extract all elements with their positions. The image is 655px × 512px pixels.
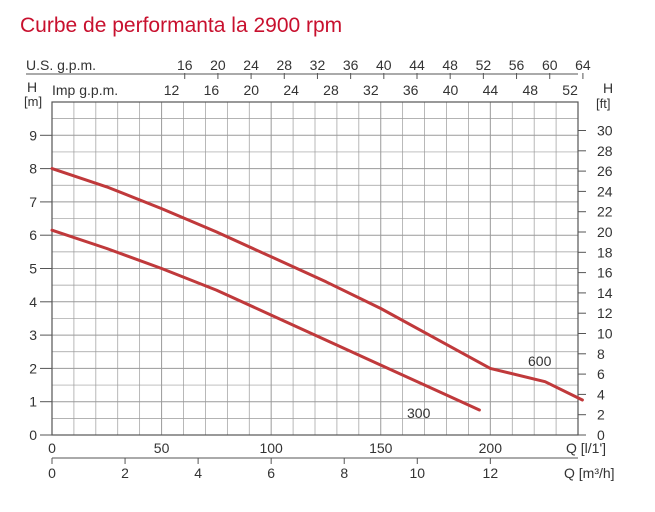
ft-tick-label: 12 [597, 305, 613, 321]
ft-tick-label: 16 [597, 265, 613, 281]
ft-tick-label: 10 [597, 326, 613, 342]
us-gpm-tick-label: 52 [476, 57, 492, 73]
us-gpm-tick-label: 16 [177, 57, 193, 73]
x-tick-label: 50 [154, 440, 170, 456]
us-gpm-tick-label: 20 [210, 57, 226, 73]
imp-gpm-label: Imp g.p.m. [52, 82, 118, 98]
m3h-tick-label: 6 [267, 465, 275, 481]
x-tick-label: 200 [479, 440, 503, 456]
imp-gpm-tick-label: 32 [363, 82, 379, 98]
y-tick-label: 7 [29, 194, 37, 210]
y-tick-label: 4 [29, 294, 37, 310]
y-tick-label: 8 [29, 161, 37, 177]
ft-tick-label: 2 [597, 407, 605, 423]
us-gpm-tick-label: 36 [343, 57, 359, 73]
ft-tick-label: 18 [597, 244, 613, 260]
m3h-tick-label: 10 [409, 465, 425, 481]
us-gpm-label: U.S. g.p.m. [26, 57, 96, 73]
m3h-tick-label: 0 [48, 465, 56, 481]
m3h-tick-label: 8 [340, 465, 348, 481]
curve-600 [50, 167, 584, 402]
y-tick-label: 9 [29, 127, 37, 143]
imp-gpm-tick-label: 40 [443, 82, 459, 98]
m3h-tick-label: 2 [121, 465, 129, 481]
x-tick-label: 150 [369, 440, 393, 456]
ft-tick-label: 28 [597, 143, 613, 159]
series-label-600: 600 [528, 353, 552, 369]
y-tick-label: 0 [29, 427, 37, 443]
us-gpm-tick-label: 64 [575, 57, 591, 73]
ft-tick-label: 22 [597, 204, 613, 220]
imp-gpm-tick-label: 48 [522, 82, 538, 98]
x-tick-label: 100 [259, 440, 283, 456]
imp-gpm-tick-label: 36 [403, 82, 419, 98]
us-gpm-tick-label: 48 [442, 57, 458, 73]
imp-gpm-tick-label: 24 [283, 82, 299, 98]
imp-gpm-tick-label: 52 [562, 82, 578, 98]
curve-300 [50, 228, 481, 412]
us-gpm-tick-label: 44 [409, 57, 425, 73]
us-gpm-tick-label: 28 [276, 57, 292, 73]
us-gpm-tick-label: 32 [310, 57, 326, 73]
x-axis-m3h-label: Q [m³/h] [564, 465, 615, 481]
ft-tick-label: 26 [597, 163, 613, 179]
us-gpm-tick-label: 60 [542, 57, 558, 73]
y-axis-ft-label-h: H [603, 80, 613, 96]
y-tick-label: 3 [29, 327, 37, 343]
y-axis-unit-m: [m] [24, 94, 42, 109]
ft-tick-label: 8 [597, 346, 605, 362]
series-label-300: 300 [407, 405, 431, 421]
y-tick-label: 1 [29, 394, 37, 410]
us-gpm-tick-label: 56 [509, 57, 525, 73]
m3h-tick-label: 4 [194, 465, 202, 481]
chart-title: Curbe de performanta la 2900 rpm [20, 14, 343, 37]
us-gpm-tick-label: 40 [376, 57, 392, 73]
y-axis-unit-ft: [ft] [596, 96, 610, 111]
imp-gpm-tick-label: 12 [164, 82, 180, 98]
m3h-tick-label: 12 [483, 465, 499, 481]
y-tick-label: 2 [29, 360, 37, 376]
ft-tick-label: 30 [597, 123, 613, 139]
ft-tick-label: 24 [597, 183, 613, 199]
ft-tick-label: 0 [597, 427, 605, 443]
ft-tick-label: 6 [597, 366, 605, 382]
ft-tick-label: 4 [597, 386, 605, 402]
ft-tick-label: 20 [597, 224, 613, 240]
us-gpm-tick-label: 24 [243, 57, 259, 73]
imp-gpm-tick-label: 16 [204, 82, 220, 98]
imp-gpm-tick-label: 20 [243, 82, 259, 98]
x-axis-label: Q [l/1'] [566, 440, 606, 456]
y-tick-label: 5 [29, 261, 37, 277]
y-axis-label-h: H [27, 79, 37, 95]
imp-gpm-tick-label: 44 [483, 82, 499, 98]
x-tick-label: 0 [48, 440, 56, 456]
ft-tick-label: 14 [597, 285, 613, 301]
imp-gpm-tick-label: 28 [323, 82, 339, 98]
y-tick-label: 6 [29, 227, 37, 243]
